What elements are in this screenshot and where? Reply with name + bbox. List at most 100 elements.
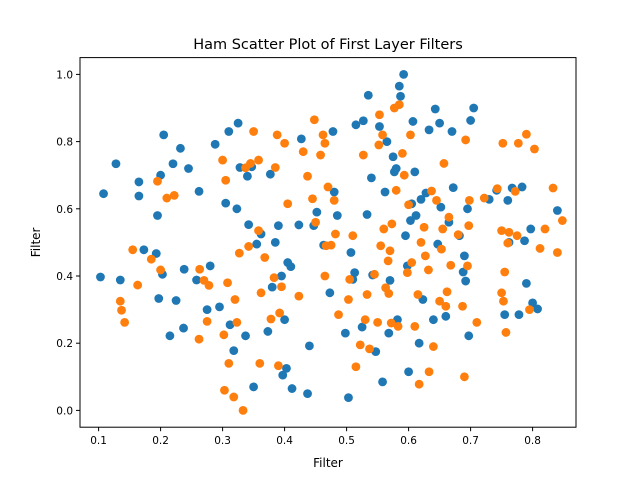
scatter-point [522,278,531,288]
scatter-point [394,81,404,91]
scatter-point [117,305,126,315]
scatter-point [408,117,418,126]
scatter-point [340,328,350,338]
scatter-point [221,175,231,185]
scatter-point [115,296,125,306]
scatter-point [320,138,330,148]
scatter-point [318,130,328,140]
scatter-point [393,322,403,331]
scatter-point [419,222,429,232]
scatter-point [221,198,231,208]
scatter-point [159,130,169,140]
scatter-point [411,211,421,220]
scatter-point [503,238,513,248]
x-tick-label: 0.8 [524,435,541,447]
scatter-point [267,282,277,292]
scatter-point [232,317,242,327]
scatter-point [329,196,339,205]
scatter-point [401,231,410,241]
scatter-point [274,361,283,371]
scatter-point [218,155,228,165]
y-tick-label: 0.6 [56,204,73,216]
scatter-point [346,248,356,257]
x-tick-label: 0.5 [338,435,355,447]
scatter-point [385,246,395,256]
scatter-point [210,139,220,149]
scatter-point [420,251,430,261]
scatter-point [357,322,367,332]
scatter-point [176,143,185,153]
scatter-point [329,187,339,197]
scatter-point [320,271,330,281]
x-tick-label: 0.6 [400,435,417,447]
scatter-point [224,358,234,368]
scatter-point [503,196,513,205]
plot-frame [79,57,577,428]
scatter-point [194,334,204,344]
scatter-point [350,268,360,278]
scatter-point [376,241,386,251]
y-tick-label: 0.4 [56,271,73,283]
scatter-point [464,331,474,341]
scatter-point [244,242,254,251]
scatter-point [287,384,297,393]
y-tick-label: 1.0 [56,69,73,81]
scatter-point [406,130,415,140]
scatter-point [256,288,266,298]
scatter-point [441,301,451,311]
scatter-point [311,217,320,227]
scatter-point [501,328,511,337]
y-tick-label: 0.8 [56,137,73,149]
scatter-point [134,177,144,187]
scatter-point [202,316,212,326]
scatter-point [270,238,280,247]
x-tick-label: 0.4 [276,435,293,447]
scatter-point [404,200,413,210]
y-tick-label: 0.2 [56,338,73,350]
scatter-point [270,163,280,172]
scatter-point [162,193,172,203]
x-tick-label: 0.7 [462,435,479,447]
scatter-point [365,344,374,354]
scatter-point [540,224,550,234]
scatter-point [362,210,372,219]
scatter-point [115,275,125,285]
scatter-point [328,127,338,136]
scatter-point [179,264,189,274]
scatter-point [153,211,162,220]
series-2 [115,100,567,415]
scatter-point [249,382,258,392]
scatter-point [535,244,545,253]
scatter-point [416,194,426,204]
scatter-point [448,183,458,193]
scatter-point [195,264,205,274]
scatter-point [437,244,446,254]
scatter-point [168,159,178,169]
scatter-point [282,364,291,373]
scatter-point [522,129,531,139]
scatter-point [383,256,393,266]
scatter-point [260,253,270,262]
scatter-point [133,280,143,290]
scatter-point [500,310,510,320]
scatter-point [447,127,457,136]
scatter-point [243,171,252,181]
scatter-point [280,138,289,148]
scatter-point [360,315,370,325]
scatter-point [283,199,293,209]
scatter-point [453,230,463,240]
scatter-point [225,320,235,330]
scatter-point [272,130,282,140]
scatter-point [414,338,424,348]
scatter-point [99,189,108,199]
scatter-point [184,164,193,173]
scatter-point [202,305,212,314]
scatter-point [274,221,283,231]
scatter-point [305,341,314,351]
x-tick-label: 0.2 [152,435,169,447]
scatter-point [382,137,392,147]
scatter-point [520,236,529,246]
scatter-point [111,159,121,169]
scatter-point [414,379,424,389]
scatter-point [548,183,558,193]
